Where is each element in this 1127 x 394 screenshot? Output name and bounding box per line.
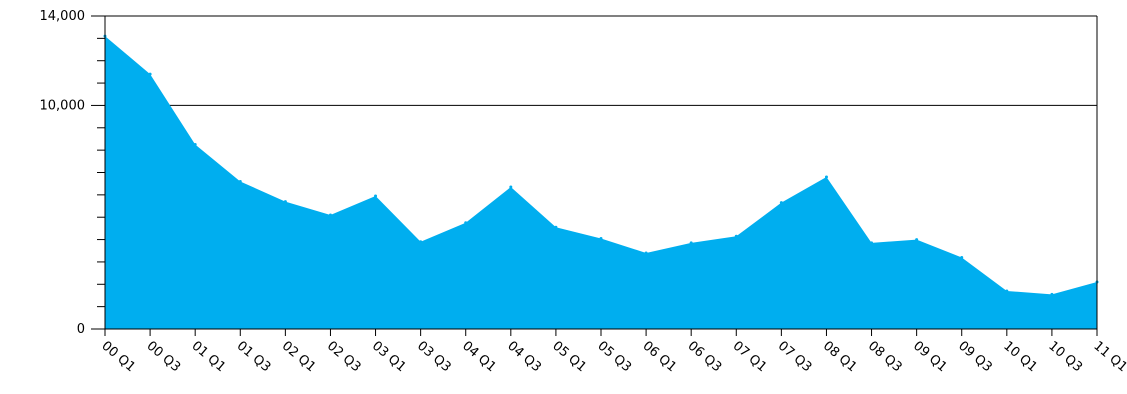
y-tick-label: 14,000: [40, 9, 86, 24]
x-tick-label: 03 Q3: [414, 339, 454, 376]
data-point-15: [779, 201, 783, 205]
x-tick-label: 10 Q3: [1045, 339, 1085, 376]
x-tick-label: 02 Q1: [279, 339, 319, 376]
x-tick-label: 07 Q3: [775, 339, 815, 376]
data-point-12: [644, 251, 648, 255]
x-tick-label: 05 Q3: [594, 339, 634, 376]
x-tick-label: 08 Q1: [820, 339, 860, 376]
data-point-14: [734, 234, 738, 238]
x-tick-label: 03 Q1: [369, 339, 409, 376]
data-point-18: [915, 238, 919, 242]
data-point-17: [870, 241, 874, 245]
axis-layer: [91, 15, 1098, 336]
x-tick-label: 06 Q3: [685, 339, 725, 376]
data-point-1: [148, 72, 152, 76]
data-point-13: [689, 241, 693, 245]
x-tick-label: 01 Q3: [234, 339, 274, 376]
data-point-19: [960, 255, 964, 259]
data-point-9: [509, 185, 513, 189]
x-tick-label: 09 Q3: [955, 339, 995, 376]
x-tick-label: 11 Q1: [1090, 339, 1127, 376]
x-tick-label: 07 Q1: [730, 339, 770, 376]
y-tick-label: 0: [77, 322, 85, 337]
x-tick-label: 01 Q1: [189, 339, 229, 376]
data-point-11: [599, 236, 603, 240]
data-point-3: [238, 179, 242, 183]
y-tick-labels: 0 10,000 14,000: [40, 9, 86, 337]
x-tick-label: 08 Q3: [865, 339, 905, 376]
x-tick-label: 00 Q1: [98, 339, 138, 376]
x-tick-label: 09 Q1: [910, 339, 950, 376]
data-point-10: [554, 225, 558, 229]
x-tick-label: 04 Q1: [459, 339, 499, 376]
y-tick-label: 10,000: [40, 98, 86, 113]
data-point-21: [1050, 292, 1054, 296]
x-tick-label: 10 Q1: [1000, 339, 1040, 376]
data-point-20: [1005, 289, 1009, 293]
data-point-2: [193, 143, 197, 147]
x-tick-label: 04 Q3: [504, 339, 544, 376]
data-point-4: [283, 200, 287, 204]
area-layer: [103, 34, 1099, 329]
data-point-5: [328, 213, 332, 217]
x-tick-label: 06 Q1: [640, 339, 680, 376]
data-point-6: [374, 194, 378, 198]
x-tick-label: 00 Q3: [144, 339, 184, 376]
x-tick-label: 02 Q3: [324, 339, 364, 376]
x-tick-label: 05 Q1: [549, 339, 589, 376]
data-point-7: [419, 240, 423, 244]
data-point-8: [464, 221, 468, 225]
data-point-16: [824, 175, 828, 179]
x-tick-labels: 00 Q1 00 Q3 01 Q1 01 Q3 02 Q1 02 Q3 03 Q1 03 Q3…: [98, 339, 1127, 376]
area-series: [105, 36, 1097, 329]
